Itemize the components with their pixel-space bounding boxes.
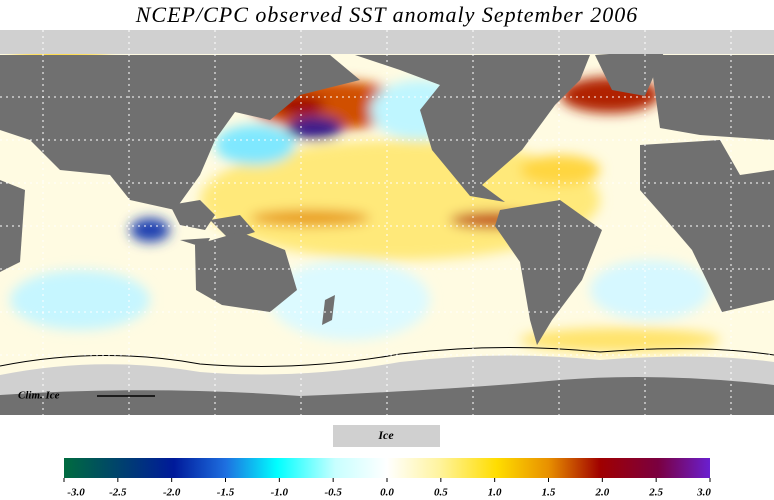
ice-label: Ice bbox=[377, 428, 394, 442]
colorbar-tick-label: 3.0 bbox=[696, 487, 711, 499]
colorbar-ticks: -3.0 -2.5 -2.0 -1.5 -1.0 -0.5 0.0 0.5 1.0 1.5 2.0 2… bbox=[63, 478, 711, 499]
colorbar-tick-label: 1.5 bbox=[542, 487, 556, 499]
colorbar-tick-label: 0.0 bbox=[380, 487, 394, 499]
colorbar-tick-label: 0.5 bbox=[434, 487, 448, 499]
colorbar-tick-label: 1.0 bbox=[488, 487, 502, 499]
colorbar-tick-label: -1.5 bbox=[217, 487, 235, 499]
colorbar-tick-label: 2.0 bbox=[594, 487, 609, 499]
colorbar-tick-label: 2.5 bbox=[648, 487, 663, 499]
title: NCEP/CPC observed SST anomaly September … bbox=[135, 2, 639, 27]
ice-key bbox=[333, 425, 440, 447]
map: Clim. Ice bbox=[0, 30, 774, 415]
colorbar-tick-label: -0.5 bbox=[324, 487, 342, 499]
antarctica bbox=[0, 376, 774, 415]
colorbar-tick-label: -1.0 bbox=[271, 487, 289, 499]
colorbar-tick-label: -2.5 bbox=[109, 487, 127, 499]
colorbar bbox=[64, 458, 710, 478]
clim-ice-label: Clim. Ice bbox=[18, 390, 60, 402]
graticule bbox=[0, 30, 774, 415]
colorbar-tick-label: -2.0 bbox=[163, 487, 181, 499]
colorbar-tick-label: -3.0 bbox=[67, 487, 85, 499]
clim-ice-line bbox=[0, 346, 774, 367]
